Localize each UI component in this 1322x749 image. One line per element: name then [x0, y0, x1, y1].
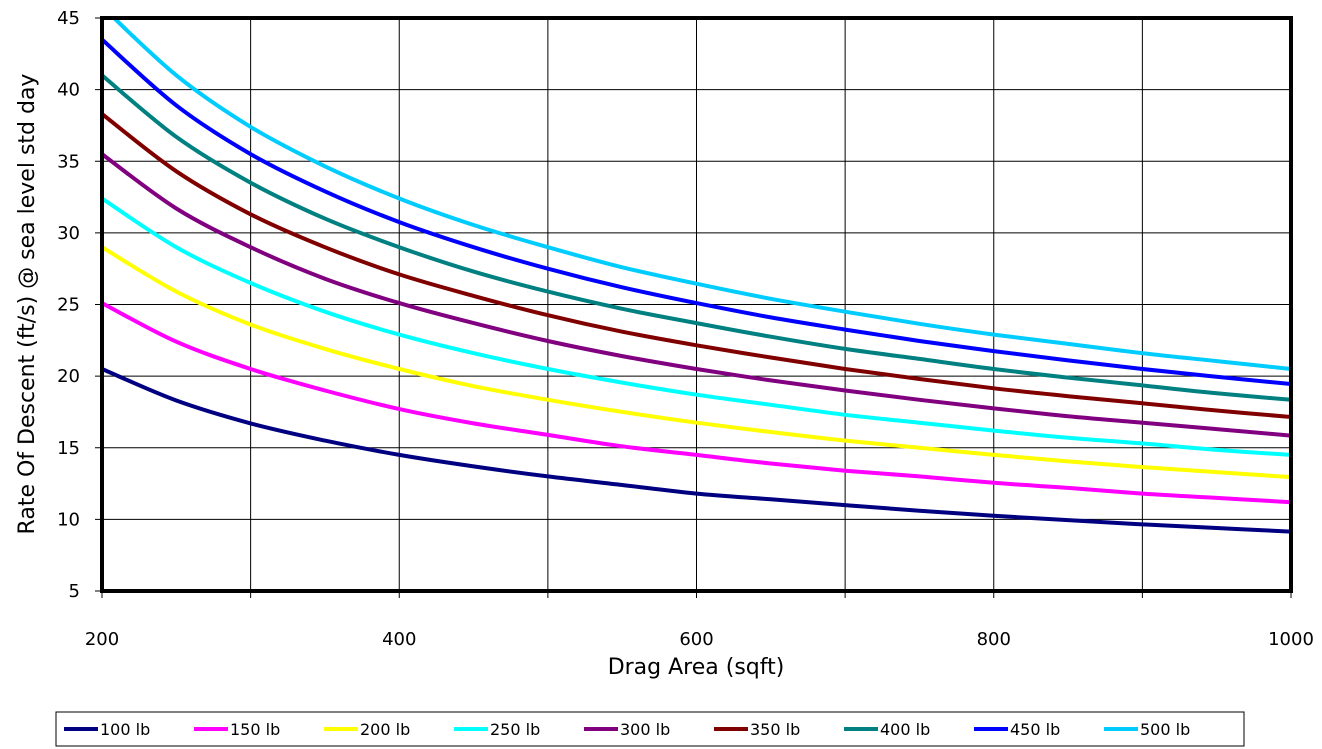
- series-line-350-lb: [102, 112, 1291, 419]
- x-tick-label: 600: [679, 629, 713, 650]
- x-tick-label: 400: [382, 629, 416, 650]
- y-tick-label: 25: [57, 295, 80, 316]
- series-line-300-lb: [102, 152, 1291, 438]
- y-tick-label: 15: [57, 438, 80, 459]
- series-line-150-lb: [102, 301, 1291, 505]
- legend-label: 300 lb: [620, 720, 670, 739]
- y-axis-ticks: 5 10 15 20 25 30 35 40 45: [57, 8, 102, 602]
- series-line-450-lb: [102, 38, 1291, 386]
- y-tick-label: 30: [57, 223, 80, 244]
- y-tick-label: 20: [57, 366, 80, 387]
- x-axis-title: Drag Area (sqft): [608, 655, 785, 680]
- x-tick-label: 1000: [1268, 629, 1314, 650]
- series-line-400-lb: [102, 73, 1291, 402]
- y-tick-label: 35: [57, 151, 80, 172]
- legend: 100 lb 150 lb 200 lb 250 lb 300 lb 350 lb 400 …: [55, 711, 1245, 747]
- y-axis-title: Rate Of Descent (ft/s) @ sea level std d…: [15, 74, 40, 535]
- legend-label: 500 lb: [1140, 720, 1190, 739]
- series-line-250-lb: [102, 196, 1291, 457]
- series-line-500-lb: [111, 18, 1291, 371]
- legend-label: 400 lb: [880, 720, 930, 739]
- x-tick-label: 200: [85, 629, 119, 650]
- series-line-100-lb: [102, 367, 1291, 534]
- legend-label: 350 lb: [750, 720, 800, 739]
- series-lines: [102, 18, 1291, 534]
- x-axis-ticks: 200 400 600 800 1000: [85, 591, 1314, 650]
- legend-label: 450 lb: [1010, 720, 1060, 739]
- legend-box: [55, 711, 1245, 747]
- y-tick-label: 5: [69, 581, 80, 602]
- y-tick-label: 40: [57, 80, 80, 101]
- legend-label: 100 lb: [100, 720, 150, 739]
- legend-label: 250 lb: [490, 720, 540, 739]
- x-tick-label: 800: [977, 629, 1011, 650]
- legend-label: 150 lb: [230, 720, 280, 739]
- y-tick-label: 45: [57, 8, 80, 29]
- y-tick-label: 10: [57, 509, 80, 530]
- legend-label: 200 lb: [360, 720, 410, 739]
- series-line-200-lb: [102, 245, 1291, 480]
